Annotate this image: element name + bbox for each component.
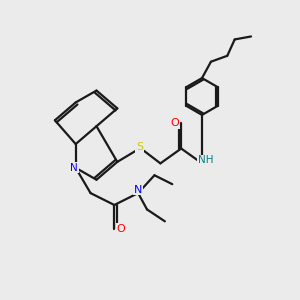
Text: N: N	[134, 184, 142, 194]
Text: NH: NH	[198, 155, 213, 165]
Text: S: S	[136, 142, 143, 152]
Text: N: N	[70, 163, 78, 173]
Text: O: O	[116, 224, 125, 234]
Text: O: O	[170, 118, 179, 128]
